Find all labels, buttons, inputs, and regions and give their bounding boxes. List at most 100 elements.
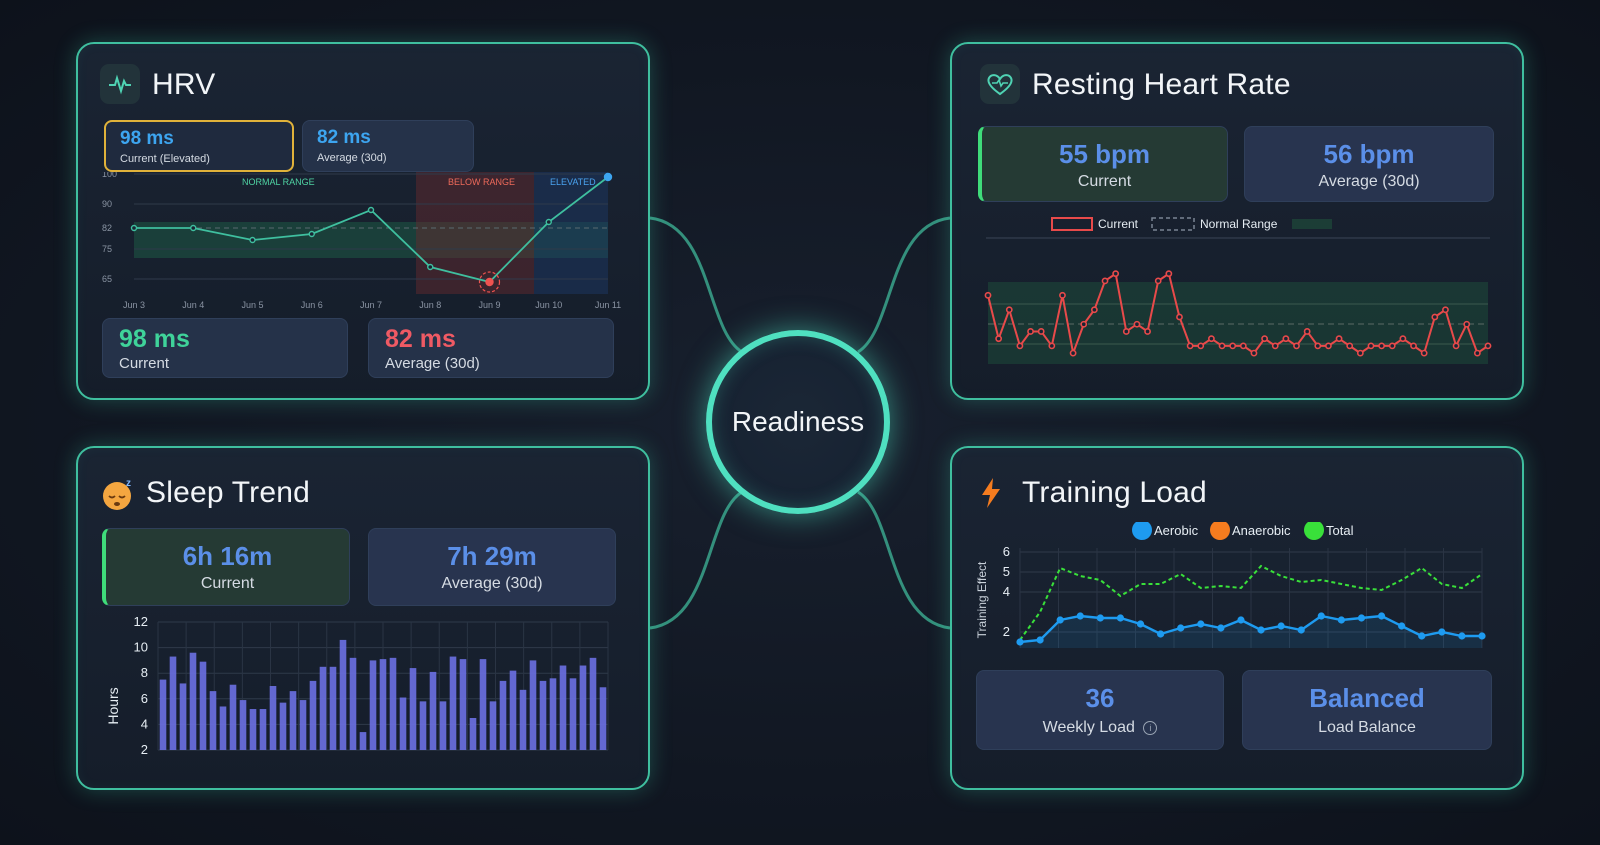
sleep-average-stat: 7h 29m Average (30d) — [368, 528, 616, 606]
sleep-bar — [509, 670, 517, 750]
aerobic-point — [1157, 630, 1165, 638]
aerobic-point — [1257, 626, 1265, 634]
rhr-point — [1452, 342, 1460, 350]
rhr-point — [1005, 306, 1013, 314]
hrv-average-value: 82 ms — [317, 127, 371, 148]
hrv-ytick-label: 75 — [102, 244, 112, 254]
sleep-bar — [219, 706, 227, 750]
sleep-ytick-label: 4 — [141, 716, 148, 731]
total-series-line — [1019, 564, 1483, 641]
hrv-summary-current-value: 98 ms — [119, 325, 190, 353]
hrv-zone-below-label: BELOW RANGE — [448, 177, 515, 187]
sleep-bar — [449, 656, 457, 750]
aerobic-point — [1377, 612, 1386, 620]
rhr-point — [1388, 342, 1396, 350]
readiness-label: Readiness — [731, 406, 865, 437]
training-load-card[interactable]: Training Load Aerobic Anaerobic Total Tr… — [950, 446, 1524, 790]
aerobic-point — [1036, 636, 1044, 644]
legend-anaerobic-dot — [1210, 522, 1230, 540]
rhr-point — [1484, 342, 1492, 350]
sleep-bar — [499, 680, 507, 750]
rhr-point — [1303, 328, 1311, 335]
sleep-ytick-label: 10 — [134, 640, 148, 655]
sleep-current-value: 6h 16m — [182, 541, 273, 571]
legend-anaerobic: Anaerobic — [1232, 523, 1291, 538]
load-balance-label: Load Balance — [1318, 719, 1416, 736]
hrv-xtick-label: Jun 5 — [241, 300, 263, 310]
lightning-icon — [978, 476, 1004, 515]
hrv-ytick-label: 65 — [102, 274, 112, 284]
rhr-point — [1016, 342, 1024, 350]
rhr-point — [1122, 328, 1130, 335]
rhr-point — [1314, 342, 1322, 350]
hrv-zone-normal-label: NORMAL RANGE — [242, 177, 315, 187]
rhr-point — [1420, 349, 1428, 357]
svg-text:z: z — [126, 478, 131, 489]
rhr-point — [1293, 342, 1300, 350]
sleep-ytick-label: 6 — [141, 691, 148, 706]
rhr-point — [1399, 335, 1407, 343]
rhr-point — [1431, 313, 1439, 321]
sleep-bar — [329, 666, 337, 750]
aerobic-point — [1277, 622, 1285, 630]
training-ytick-label: 5 — [1003, 564, 1010, 579]
info-icon[interactable]: i — [1143, 720, 1158, 735]
hrv-point — [308, 230, 315, 238]
hrv-current-value: 98 ms — [120, 128, 174, 149]
sleep-bar — [569, 678, 577, 750]
rhr-line-chart: Current Normal Range — [984, 217, 1492, 364]
sleep-bar — [339, 639, 347, 750]
aerobic-point — [1076, 612, 1084, 620]
hrv-xtick-label: Jun 11 — [595, 300, 621, 310]
rhr-average-label: Average (30d) — [1318, 173, 1420, 190]
legend-total: Total — [1326, 523, 1354, 538]
weekly-load-stat: 36 Weekly Load i — [976, 670, 1224, 750]
sleep-bar — [549, 678, 557, 750]
hrv-point — [485, 277, 494, 287]
readiness-hub[interactable]: Readiness — [706, 330, 890, 514]
rhr-legend-normal: Normal Range — [1200, 217, 1278, 231]
rhr-point — [1112, 270, 1120, 278]
hrv-low-marker-ring — [478, 271, 501, 293]
training-ytick-label: 6 — [1003, 544, 1010, 559]
aerobic-point — [1136, 620, 1145, 628]
sleep-bar — [379, 659, 387, 750]
sleep-trend-card[interactable]: z Sleep Trend 6h 16m Current 7h 29m Aver… — [76, 446, 650, 790]
sleep-bar — [519, 689, 527, 750]
training-ytick-label: 4 — [1003, 584, 1010, 599]
aerobic-point — [1357, 614, 1366, 622]
load-balance-value: Balanced — [1309, 683, 1425, 713]
sleep-current-stat: 6h 16m Current — [102, 528, 350, 606]
legend-aerobic-dot — [1132, 522, 1152, 540]
hrv-ytick-label: 90 — [102, 199, 112, 209]
hrv-point — [545, 218, 552, 226]
rhr-average-value: 56 bpm — [1323, 139, 1415, 169]
rhr-point — [1325, 342, 1332, 350]
aerobic-point — [1458, 632, 1466, 640]
sleep-bar — [179, 683, 187, 750]
rhr-point — [1271, 342, 1279, 350]
resting-heart-rate-card[interactable]: Resting Heart Rate 55 bpm Current 56 bpm… — [950, 42, 1524, 400]
hrv-card[interactable]: HRV 98 ms Current (Elevated) 82 ms Avera… — [76, 42, 650, 400]
aerobic-point — [1398, 622, 1406, 630]
rhr-point — [995, 335, 1003, 343]
hrv-title: HRV — [152, 68, 216, 101]
rhr-point — [1335, 335, 1343, 343]
hrv-current-summary: 98 ms Current — [102, 318, 348, 378]
sleep-ytick-label: 8 — [141, 665, 148, 680]
hrv-point — [367, 206, 375, 214]
sleep-average-label: Average (30d) — [441, 575, 543, 592]
sleep-bar — [479, 659, 487, 750]
aerobic-area — [1020, 616, 1482, 648]
sleep-bar — [309, 680, 317, 750]
hrv-xtick-label: Jun 10 — [535, 300, 562, 310]
sleep-bar — [409, 668, 417, 750]
load-balance-stat: Balanced Load Balance — [1242, 670, 1492, 750]
sleep-bar — [579, 665, 587, 750]
sleep-bar — [469, 718, 477, 750]
rhr-point — [1133, 320, 1141, 328]
rhr-point — [1410, 342, 1417, 350]
sleep-ytick-label: 12 — [134, 614, 148, 629]
hrv-point — [190, 224, 197, 232]
legend-aerobic: Aerobic — [1154, 523, 1199, 538]
